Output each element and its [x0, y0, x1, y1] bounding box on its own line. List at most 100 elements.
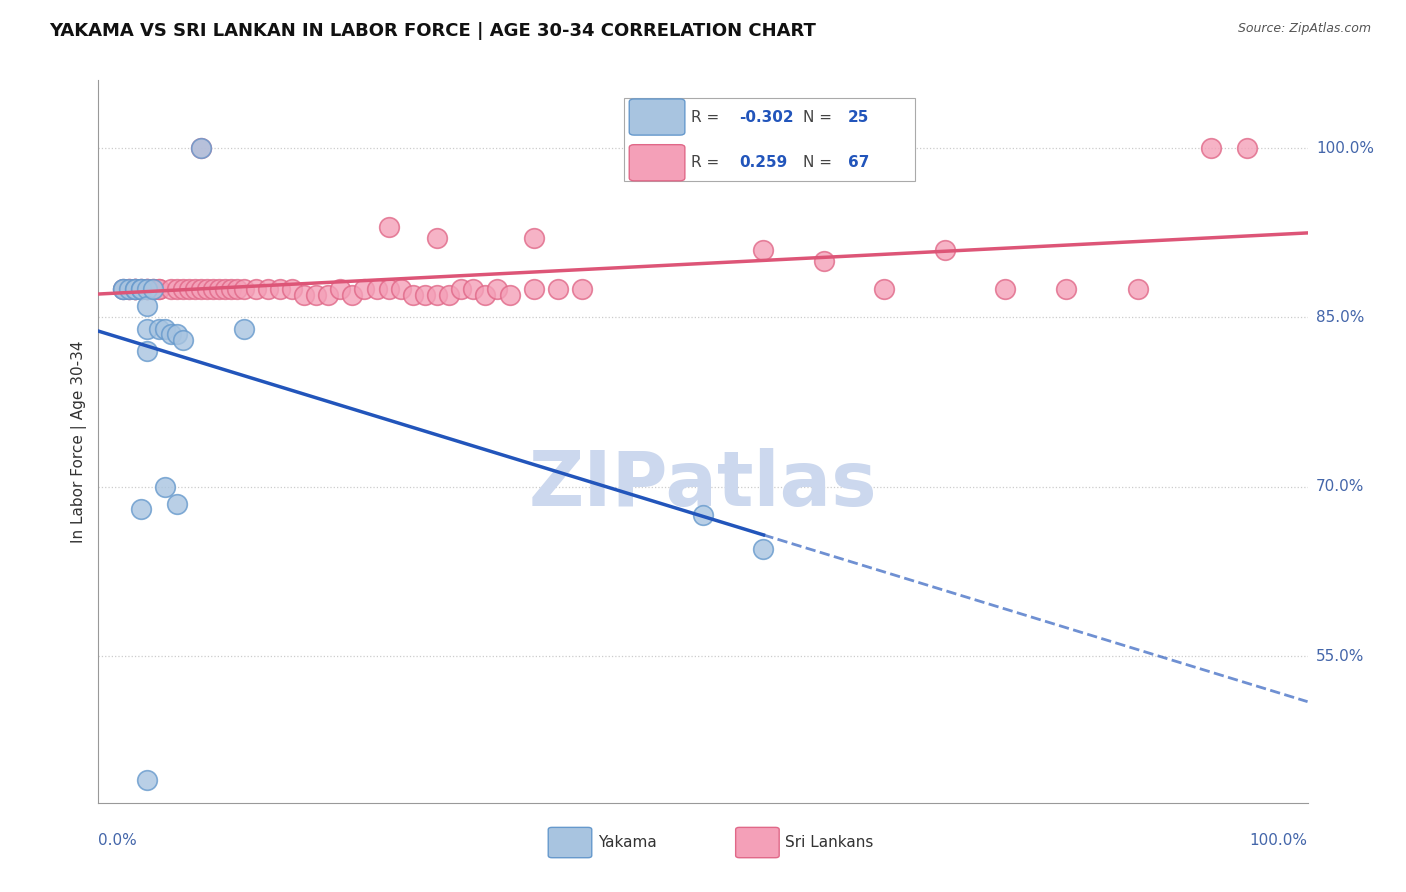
Point: [329, 282, 352, 296]
Point: [129, 282, 152, 296]
Point: [523, 282, 546, 296]
Point: [135, 344, 157, 359]
Point: [208, 282, 231, 296]
Point: [214, 282, 236, 296]
Point: [142, 282, 165, 296]
Text: N =: N =: [803, 155, 837, 170]
Point: [269, 282, 291, 296]
Point: [111, 282, 134, 296]
Point: [172, 333, 194, 347]
Point: [752, 541, 775, 556]
Point: [190, 282, 212, 296]
Point: [118, 282, 141, 296]
Point: [413, 287, 436, 301]
Point: [118, 282, 141, 296]
Text: 25: 25: [848, 110, 869, 125]
Text: 100.0%: 100.0%: [1250, 833, 1308, 848]
FancyBboxPatch shape: [630, 99, 685, 135]
Point: [160, 282, 183, 296]
Point: [426, 287, 449, 301]
Point: [994, 282, 1017, 296]
Point: [124, 282, 146, 296]
Point: [142, 282, 165, 296]
Point: [486, 282, 509, 296]
Point: [1236, 141, 1258, 155]
Point: [190, 141, 212, 155]
Point: [1128, 282, 1150, 296]
Point: [389, 282, 412, 296]
Point: [135, 321, 157, 335]
Point: [692, 508, 714, 522]
Point: [547, 282, 569, 296]
Point: [195, 282, 218, 296]
FancyBboxPatch shape: [630, 145, 685, 181]
Text: 0.259: 0.259: [740, 155, 787, 170]
Point: [118, 282, 141, 296]
Point: [353, 282, 375, 296]
Text: 85.0%: 85.0%: [1316, 310, 1364, 325]
Point: [124, 282, 146, 296]
FancyBboxPatch shape: [735, 828, 779, 858]
Point: [1054, 282, 1077, 296]
Point: [305, 287, 328, 301]
Text: N =: N =: [803, 110, 837, 125]
Point: [124, 282, 146, 296]
Point: [160, 327, 183, 342]
Point: [463, 282, 485, 296]
FancyBboxPatch shape: [624, 98, 915, 181]
Point: [377, 220, 399, 235]
Point: [179, 282, 201, 296]
Point: [172, 282, 194, 296]
Point: [752, 243, 775, 257]
Point: [474, 287, 496, 301]
Point: [1199, 141, 1222, 155]
Point: [934, 243, 956, 257]
Point: [148, 321, 170, 335]
Point: [232, 282, 254, 296]
Point: [153, 480, 176, 494]
Point: [523, 231, 546, 245]
Point: [281, 282, 304, 296]
Point: [245, 282, 267, 296]
Point: [135, 282, 157, 296]
Point: [256, 282, 278, 296]
Text: Yakama: Yakama: [598, 835, 657, 850]
Point: [202, 282, 225, 296]
Point: [153, 321, 176, 335]
Point: [450, 282, 472, 296]
Point: [124, 282, 146, 296]
Text: 70.0%: 70.0%: [1316, 479, 1364, 494]
Point: [232, 321, 254, 335]
Point: [402, 287, 425, 301]
Point: [129, 282, 152, 296]
Point: [184, 282, 207, 296]
Point: [129, 282, 152, 296]
Text: 55.0%: 55.0%: [1316, 648, 1364, 664]
Point: [571, 282, 593, 296]
Point: [366, 282, 388, 296]
Point: [124, 282, 146, 296]
Point: [316, 287, 339, 301]
Text: R =: R =: [690, 155, 724, 170]
Point: [111, 282, 134, 296]
Point: [166, 327, 188, 342]
Point: [135, 773, 157, 788]
Point: [111, 282, 134, 296]
Text: Sri Lankans: Sri Lankans: [785, 835, 873, 850]
Point: [426, 231, 449, 245]
Point: [498, 287, 520, 301]
Text: ZIPatlas: ZIPatlas: [529, 448, 877, 522]
Text: 67: 67: [848, 155, 869, 170]
Point: [437, 287, 460, 301]
Point: [166, 282, 188, 296]
Text: 0.0%: 0.0%: [98, 833, 138, 848]
Point: [129, 502, 152, 516]
Text: -0.302: -0.302: [740, 110, 794, 125]
Point: [135, 282, 157, 296]
Point: [135, 299, 157, 313]
Point: [166, 497, 188, 511]
Point: [135, 282, 157, 296]
Point: [129, 282, 152, 296]
Text: YAKAMA VS SRI LANKAN IN LABOR FORCE | AGE 30-34 CORRELATION CHART: YAKAMA VS SRI LANKAN IN LABOR FORCE | AG…: [49, 22, 815, 40]
Y-axis label: In Labor Force | Age 30-34: In Labor Force | Age 30-34: [72, 340, 87, 543]
